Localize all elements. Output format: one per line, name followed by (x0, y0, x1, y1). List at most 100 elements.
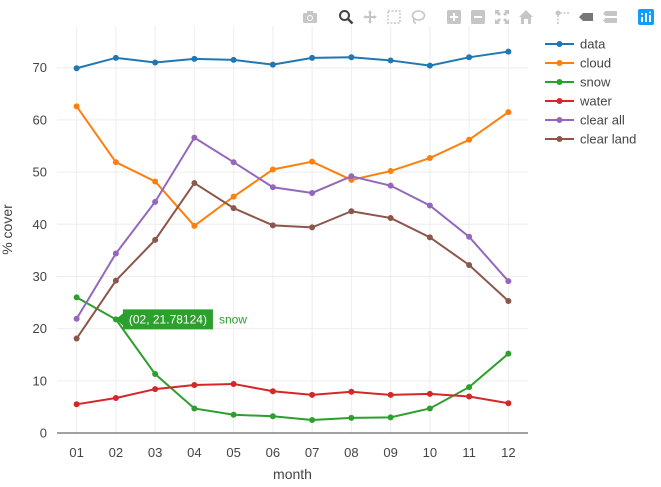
series-water[interactable] (73, 380, 512, 408)
data-point-clear-all[interactable] (309, 189, 316, 196)
autoscale-icon[interactable] (491, 6, 513, 28)
data-point-snow[interactable] (152, 371, 159, 378)
data-point-clear-land[interactable] (230, 205, 237, 212)
legend-item-water[interactable]: water (545, 94, 612, 109)
legend[interactable]: data cloud snow water clear all clear land (545, 37, 636, 147)
data-point-snow[interactable] (387, 414, 394, 421)
data-point-clear-land[interactable] (348, 208, 355, 215)
data-point-cloud[interactable] (230, 193, 237, 200)
pan-icon[interactable] (359, 6, 381, 28)
box-select-icon[interactable] (383, 6, 405, 28)
plotly-logo-icon[interactable] (635, 6, 657, 28)
data-point-water[interactable] (348, 388, 355, 395)
data-point-snow[interactable] (426, 405, 433, 412)
data-point-cloud[interactable] (466, 136, 473, 143)
data-point-cloud[interactable] (309, 158, 316, 165)
data-point-clear-land[interactable] (426, 234, 433, 241)
data-point-water[interactable] (505, 400, 512, 407)
data-point-clear-all[interactable] (73, 315, 80, 322)
data-point-snow[interactable] (505, 350, 512, 357)
data-point-data[interactable] (152, 59, 159, 66)
series-clear-land[interactable] (73, 180, 512, 342)
data-point-clear-all[interactable] (348, 173, 355, 180)
data-point-snow[interactable] (230, 411, 237, 418)
data-point-data[interactable] (426, 62, 433, 69)
series-line-cloud[interactable] (75, 105, 509, 228)
data-point-data[interactable] (230, 56, 237, 63)
data-point-clear-all[interactable] (387, 182, 394, 189)
zoom-icon[interactable] (335, 6, 357, 28)
data-point-water[interactable] (387, 391, 394, 398)
hover-compare-icon[interactable] (599, 6, 621, 28)
series-line-water[interactable] (76, 382, 509, 406)
data-point-clear-all[interactable] (426, 202, 433, 209)
data-point-cloud[interactable] (426, 155, 433, 162)
data-point-data[interactable] (505, 48, 512, 55)
data-point-water[interactable] (112, 395, 119, 402)
legend-item-data[interactable]: data (545, 37, 606, 52)
series-line-clear-all[interactable] (75, 136, 510, 320)
data-point-clear-land[interactable] (387, 215, 394, 222)
data-point-cloud[interactable] (505, 109, 512, 116)
data-point-water[interactable] (73, 401, 80, 408)
data-point-clear-land[interactable] (309, 224, 316, 231)
data-point-water[interactable] (269, 388, 276, 395)
data-point-clear-all[interactable] (269, 184, 276, 191)
data-point-clear-all[interactable] (230, 159, 237, 166)
data-point-water[interactable] (152, 386, 159, 393)
series-line-clear-land[interactable] (75, 181, 510, 340)
data-point-clear-all[interactable] (191, 134, 198, 141)
data-point-clear-all[interactable] (505, 278, 512, 285)
legend-item-clear-land[interactable]: clear land (545, 132, 636, 147)
data-point-clear-land[interactable] (112, 277, 119, 284)
spike-lines-icon[interactable] (551, 6, 573, 28)
data-point-cloud[interactable] (387, 168, 394, 175)
lasso-icon[interactable] (407, 6, 429, 28)
data-point-water[interactable] (309, 391, 316, 398)
data-point-cloud[interactable] (191, 222, 198, 229)
camera-icon[interactable] (299, 6, 321, 28)
data-point-clear-all[interactable] (466, 233, 473, 240)
data-point-snow[interactable] (348, 414, 355, 421)
data-point-data[interactable] (73, 65, 80, 72)
data-point-cloud[interactable] (73, 103, 80, 110)
series-line-snow[interactable] (76, 296, 510, 421)
data-point-cloud[interactable] (269, 166, 276, 173)
data-point-water[interactable] (466, 393, 473, 400)
series-clear-all[interactable] (73, 134, 512, 322)
data-point-clear-all[interactable] (112, 250, 119, 257)
data-point-clear-land[interactable] (269, 222, 276, 229)
series-snow[interactable] (73, 294, 512, 423)
zoom-in-icon[interactable] (443, 6, 465, 28)
data-point-clear-land[interactable] (505, 297, 512, 304)
legend-item-cloud[interactable]: cloud (545, 56, 611, 71)
data-point-data[interactable] (191, 55, 198, 62)
data-point-data[interactable] (309, 54, 316, 61)
data-point-data[interactable] (348, 54, 355, 61)
series-group[interactable] (73, 48, 512, 423)
data-point-data[interactable] (387, 57, 394, 64)
data-point-data[interactable] (466, 54, 473, 61)
data-point-snow[interactable] (73, 294, 80, 301)
data-point-data[interactable] (112, 54, 119, 61)
home-icon[interactable] (515, 6, 537, 28)
data-point-water[interactable] (191, 381, 198, 388)
data-point-clear-land[interactable] (152, 236, 159, 243)
data-point-water[interactable] (230, 380, 237, 387)
data-point-clear-all[interactable] (152, 198, 159, 205)
data-point-water[interactable] (426, 390, 433, 397)
series-data[interactable] (73, 48, 512, 72)
hover-closest-icon[interactable] (575, 6, 597, 28)
legend-item-snow[interactable]: snow (545, 75, 611, 90)
data-point-snow[interactable] (191, 405, 198, 412)
data-point-snow[interactable] (269, 413, 276, 420)
series-line-data[interactable] (76, 50, 509, 70)
data-point-data[interactable] (269, 61, 276, 68)
series-cloud[interactable] (73, 103, 512, 229)
data-point-clear-land[interactable] (191, 180, 198, 187)
data-point-snow[interactable] (309, 416, 316, 423)
data-point-cloud[interactable] (112, 159, 119, 166)
data-point-cloud[interactable] (152, 178, 159, 185)
data-point-snow[interactable] (466, 384, 473, 391)
